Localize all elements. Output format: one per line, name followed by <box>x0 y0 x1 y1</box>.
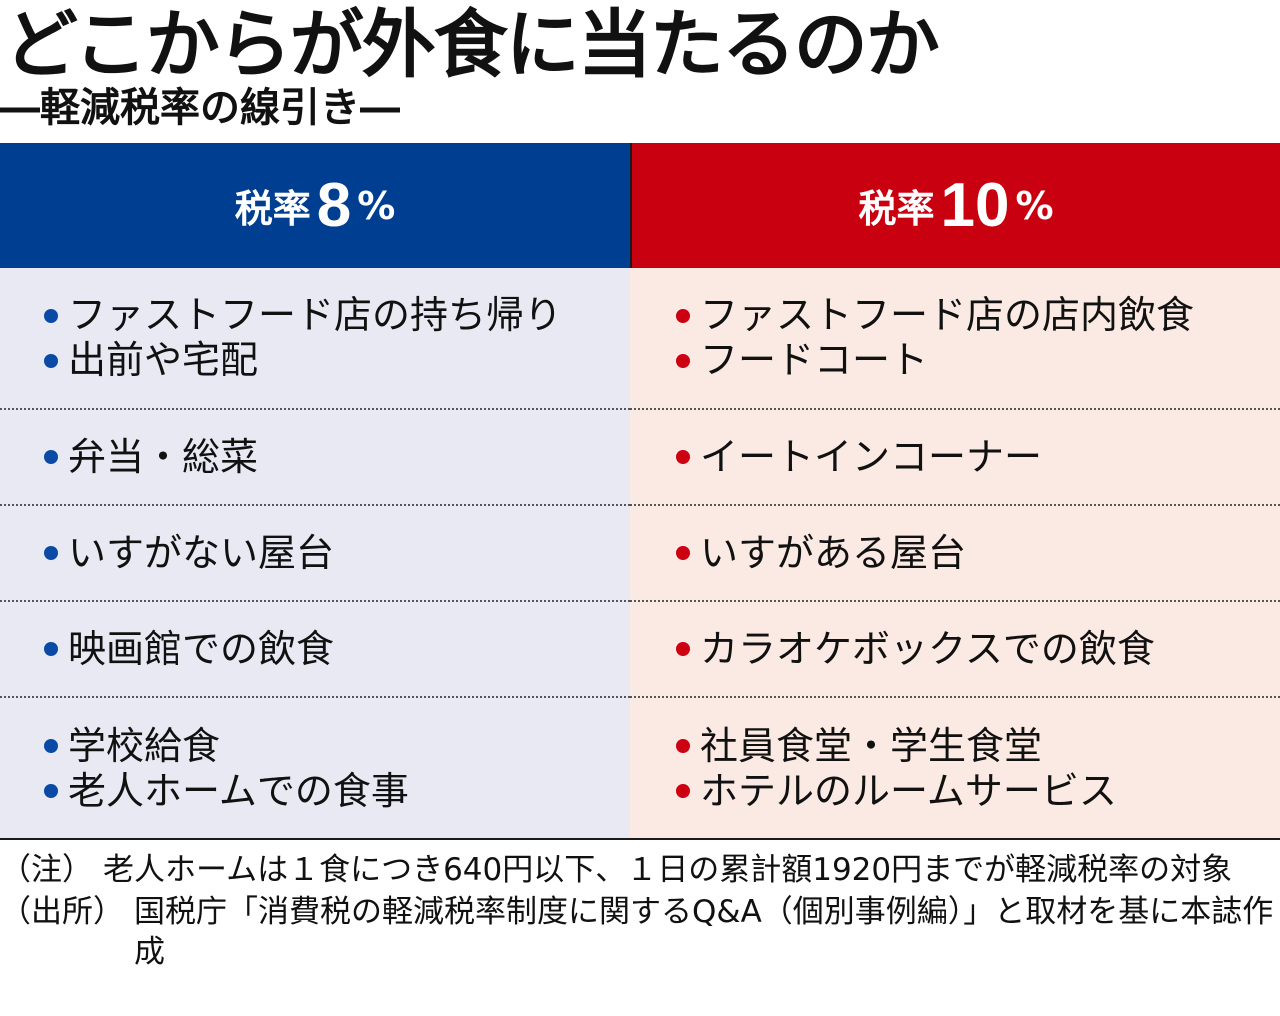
item-text: 老人ホームでの食事 <box>68 768 409 813</box>
item-text: ホテルのルームサービス <box>700 768 1117 813</box>
bullet-icon <box>44 308 58 323</box>
row-2-low-cell: 弁当・総菜 <box>0 410 630 506</box>
row-4-high-cell: カラオケボックスでの飲食 <box>630 602 1280 698</box>
note-source: （出所） 国税庁「消費税の軽減税率制度に関するQ&A（個別事例編）」と取材を基に… <box>0 892 1280 972</box>
header-low-rate-word: 税率 <box>234 187 311 231</box>
row-3-high-cell: いすがある屋台 <box>630 506 1280 602</box>
header-low-rate-percent: % <box>357 183 396 228</box>
note-remark: （注） 老人ホームは１食につき640円以下、１日の累計額1920円までが軽減税率… <box>0 850 1280 890</box>
item-text: いすがない屋台 <box>68 530 335 575</box>
list-item: フードコート <box>676 338 1280 383</box>
row-1-high-cell: ファストフード店の店内飲食 フードコート <box>630 268 1280 410</box>
list-item: いすがない屋台 <box>44 531 630 576</box>
header-low-rate-number: 8 <box>316 171 352 240</box>
bullet-icon <box>44 739 58 753</box>
note-text: 老人ホームは１食につき640円以下、１日の累計額1920円までが軽減税率の対象 <box>103 852 1233 888</box>
header-low-rate: 税率 8 % <box>0 143 630 268</box>
list-item: ホテルのルームサービス <box>676 769 1280 814</box>
item-text: 社員食堂・学生食堂 <box>700 723 1043 768</box>
list-item: 出前や宅配 <box>44 338 630 383</box>
item-text: ファストフード店の店内飲食 <box>700 293 1195 337</box>
list-item: ファストフード店の店内飲食 <box>676 293 1280 338</box>
bullet-icon <box>44 353 58 368</box>
item-text: カラオケボックスでの飲食 <box>700 626 1155 671</box>
chart-title: どこからが外食に当たるのか <box>4 2 940 88</box>
bullet-icon <box>676 450 690 464</box>
list-item: いすがある屋台 <box>676 531 1280 576</box>
bullet-icon <box>44 450 58 464</box>
bullet-icon <box>676 353 690 368</box>
header-high-rate-percent: % <box>1015 183 1054 228</box>
list-item: 学校給食 <box>44 724 630 769</box>
list-item: ファストフード店の持ち帰り <box>44 293 630 338</box>
header-high-rate: 税率 10 % <box>630 143 1280 268</box>
row-3-low-cell: いすがない屋台 <box>0 506 630 602</box>
item-text: いすがある屋台 <box>700 530 967 575</box>
item-text: 映画館での飲食 <box>68 626 335 671</box>
row-4-low-cell: 映画館での飲食 <box>0 602 630 698</box>
bullet-icon <box>44 642 58 656</box>
header-high-rate-number: 10 <box>940 171 1010 240</box>
list-item: イートインコーナー <box>676 435 1280 480</box>
bullet-icon <box>676 784 690 798</box>
list-item: 弁当・総菜 <box>44 435 630 480</box>
list-item: カラオケボックスでの飲食 <box>676 627 1280 672</box>
item-text: 学校給食 <box>68 723 221 768</box>
item-text: フードコート <box>700 338 929 382</box>
bullet-icon <box>44 546 58 560</box>
list-item: 老人ホームでの食事 <box>44 769 630 814</box>
row-5-high-cell: 社員食堂・学生食堂 ホテルのルームサービス <box>630 698 1280 839</box>
bullet-icon <box>676 642 690 656</box>
bullet-icon <box>44 784 58 798</box>
chart-subtitle: ―軽減税率の線引き― <box>0 85 400 131</box>
row-5-low-cell: 学校給食 老人ホームでの食事 <box>0 698 630 839</box>
item-text: ファストフード店の持ち帰り <box>68 293 563 337</box>
tax-rate-table: 税率 8 % 税率 10 % ファストフード店の持ち帰り 出前や宅配 ファストフ… <box>0 143 1280 839</box>
item-text: イートインコーナー <box>700 434 1043 479</box>
table-bottom-rule <box>0 838 1280 840</box>
note-label: （出所） <box>0 894 124 930</box>
bullet-icon <box>676 739 690 753</box>
item-text: 出前や宅配 <box>68 338 259 382</box>
footnotes: （注） 老人ホームは１食につき640円以下、１日の累計額1920円までが軽減税率… <box>0 850 1280 974</box>
header-high-rate-word: 税率 <box>858 187 935 231</box>
list-item: 社員食堂・学生食堂 <box>676 724 1280 769</box>
row-2-high-cell: イートインコーナー <box>630 410 1280 506</box>
row-1-low-cell: ファストフード店の持ち帰り 出前や宅配 <box>0 268 630 410</box>
item-text: 弁当・総菜 <box>68 434 259 479</box>
list-item: 映画館での飲食 <box>44 627 630 672</box>
bullet-icon <box>676 546 690 560</box>
bullet-icon <box>676 308 690 323</box>
note-text: 国税庁「消費税の軽減税率制度に関するQ&A（個別事例編）」と取材を基に本誌作成 <box>134 894 1274 970</box>
note-label: （注） <box>0 852 93 888</box>
